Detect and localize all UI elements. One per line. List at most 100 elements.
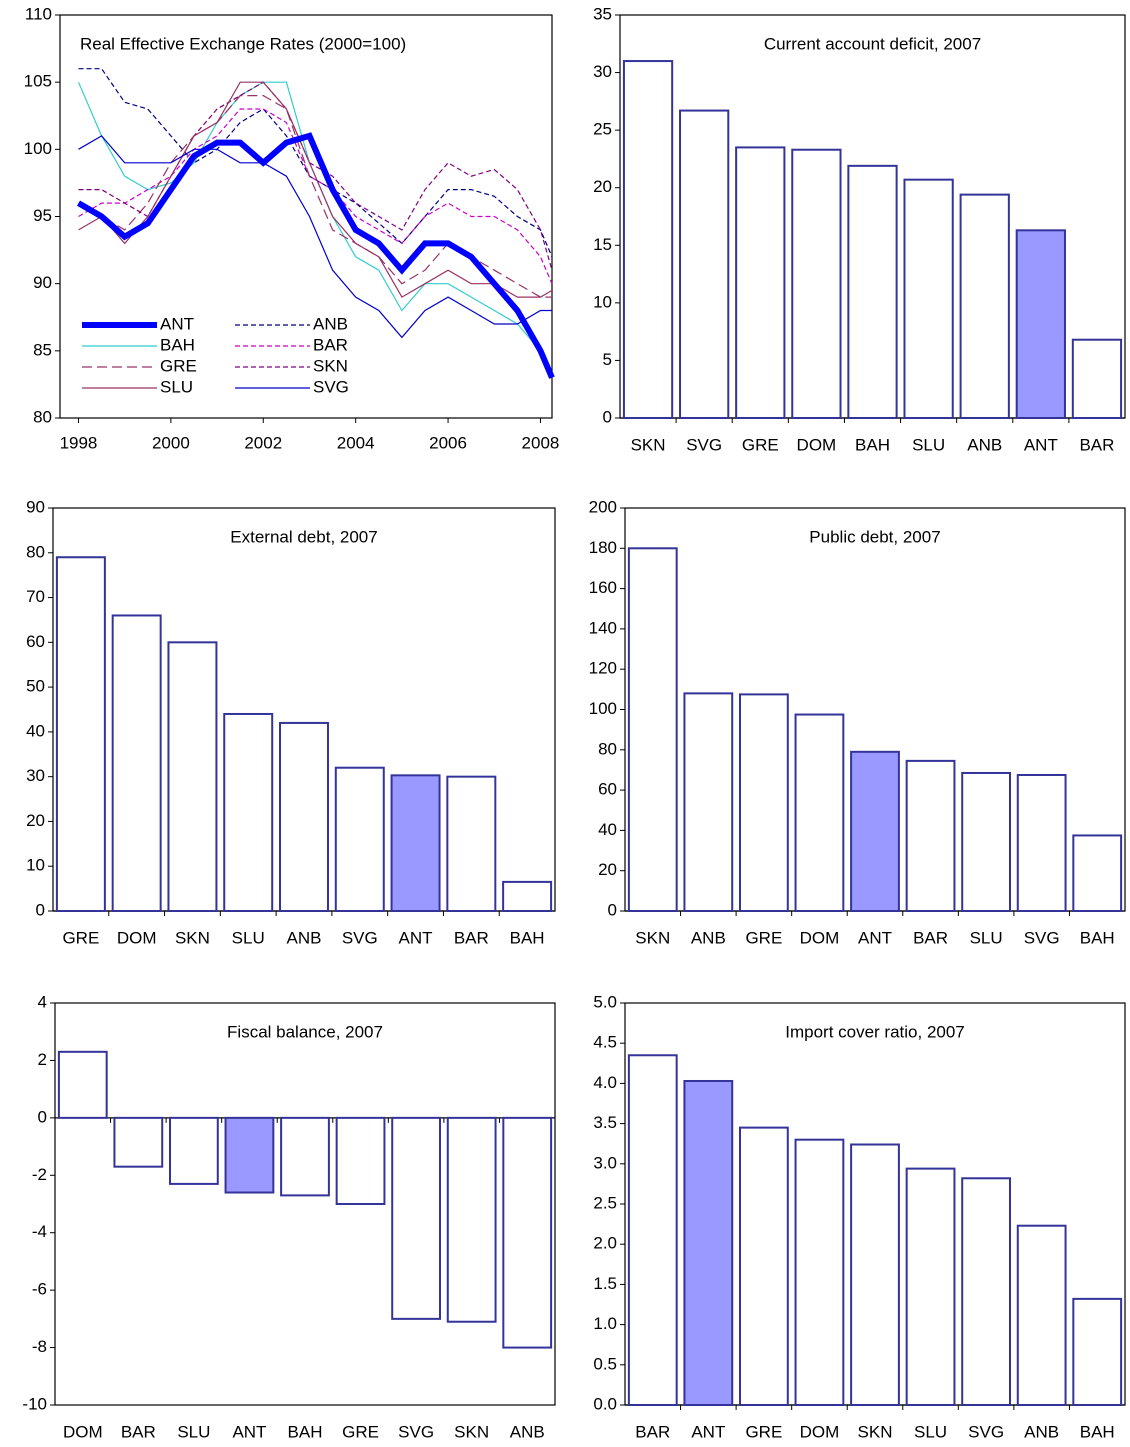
x-tick-label: BAH [855, 435, 890, 454]
y-tick-label: 15 [593, 235, 612, 254]
bar [280, 1116, 330, 1197]
y-tick-label: 105 [24, 72, 52, 91]
bar [169, 1116, 219, 1185]
bar [502, 1116, 553, 1349]
y-tick-label: 2 [38, 1050, 47, 1069]
y-tick-label: 60 [598, 780, 617, 799]
x-tick-label: ANB [510, 1422, 545, 1441]
y-tick-label: 100 [24, 139, 52, 158]
bar [446, 775, 497, 913]
chart-title: Current account deficit, 2007 [764, 34, 981, 53]
x-tick-label: BAR [635, 1422, 670, 1441]
chart-title: Import cover ratio, 2007 [785, 1022, 965, 1041]
y-tick-label: 25 [593, 120, 612, 139]
bar [850, 1143, 900, 1407]
y-tick-label: 10 [593, 292, 612, 311]
x-tick-label: SKN [454, 1422, 489, 1441]
x-tick-label: GRE [62, 928, 99, 947]
x-tick-label: SLU [914, 1422, 947, 1441]
bar [683, 692, 734, 912]
x-tick-label: BAR [454, 928, 489, 947]
y-tick-label: 180 [589, 538, 617, 557]
y-tick-label: 140 [589, 618, 617, 637]
bar [502, 880, 553, 913]
x-tick-label: ANB [967, 435, 1002, 454]
x-tick-label: GRE [342, 1422, 379, 1441]
y-tick-label: 3.0 [593, 1153, 617, 1172]
y-tick-label: 4.5 [593, 1033, 617, 1052]
y-tick-label: 20 [26, 811, 45, 830]
bar [791, 148, 842, 420]
legend-label: SKN [313, 356, 348, 375]
x-tick-label: 2006 [429, 433, 467, 452]
bar [627, 547, 678, 912]
x-tick-label: ANT [858, 928, 892, 947]
series-line [76, 132, 555, 379]
y-tick-label: 90 [33, 273, 52, 292]
plot-frame [54, 1002, 556, 1406]
y-tick-label: 85 [33, 340, 52, 359]
y-tick-label: 10 [26, 856, 45, 875]
x-tick-label: BAH [1080, 1422, 1115, 1441]
x-tick-label: SLU [177, 1422, 210, 1441]
x-tick-label: 2002 [244, 433, 282, 452]
series-line [78, 135, 552, 339]
bar [903, 178, 954, 419]
legend-label: BAH [160, 335, 195, 354]
bar [223, 712, 274, 912]
y-tick-label: 4.0 [593, 1073, 617, 1092]
y-tick-label: 40 [598, 820, 617, 839]
legend-label: ANB [313, 314, 348, 333]
y-tick-label: 40 [26, 721, 45, 740]
y-tick-label: -8 [32, 1337, 47, 1356]
bar [1072, 1297, 1123, 1406]
y-tick-label: 5 [603, 350, 612, 369]
y-tick-label: 80 [26, 542, 45, 561]
series-line [78, 95, 552, 298]
x-tick-label: DOM [800, 928, 840, 947]
x-tick-label: BAR [121, 1422, 156, 1441]
y-tick-label: 80 [598, 739, 617, 758]
x-tick-label: ANB [691, 928, 726, 947]
x-tick-label: ANT [1024, 435, 1058, 454]
series-line [78, 68, 553, 258]
y-tick-label: 0.0 [593, 1394, 617, 1413]
x-tick-label: 1998 [60, 433, 98, 452]
x-tick-label: DOM [800, 1422, 840, 1441]
bar [224, 1116, 275, 1194]
x-tick-label: GRE [742, 435, 779, 454]
bar [279, 721, 329, 913]
x-tick-label: GRE [745, 1422, 782, 1441]
y-tick-label: 120 [589, 659, 617, 678]
bar [1015, 229, 1066, 419]
bar [679, 109, 730, 419]
bar [794, 713, 845, 912]
legend-label: BAR [313, 335, 348, 354]
bar [850, 750, 900, 912]
x-tick-label: ANT [399, 928, 433, 947]
bar [390, 774, 441, 912]
bar [627, 1054, 678, 1406]
x-tick-label: SVG [1024, 928, 1060, 947]
y-tick-label: 3.5 [593, 1113, 617, 1132]
bar [167, 641, 218, 912]
x-tick-label: SVG [398, 1422, 434, 1441]
y-tick-label: -10 [22, 1394, 47, 1413]
chart-title: Public debt, 2007 [809, 527, 940, 546]
y-tick-label: 20 [593, 177, 612, 196]
x-tick-label: SLU [970, 928, 1003, 947]
bar [1016, 773, 1067, 912]
x-tick-label: BAH [510, 928, 545, 947]
bar [847, 164, 898, 419]
bar [113, 1116, 164, 1168]
x-tick-label: ANB [287, 928, 322, 947]
x-tick-label: 2000 [152, 433, 190, 452]
bar [334, 766, 385, 913]
y-tick-label: 95 [33, 206, 52, 225]
bar [961, 1177, 1012, 1406]
x-tick-label: DOM [797, 435, 837, 454]
y-tick-label: 5.0 [593, 992, 617, 1011]
x-tick-label: SKN [631, 435, 666, 454]
x-tick-label: SKN [635, 928, 670, 947]
